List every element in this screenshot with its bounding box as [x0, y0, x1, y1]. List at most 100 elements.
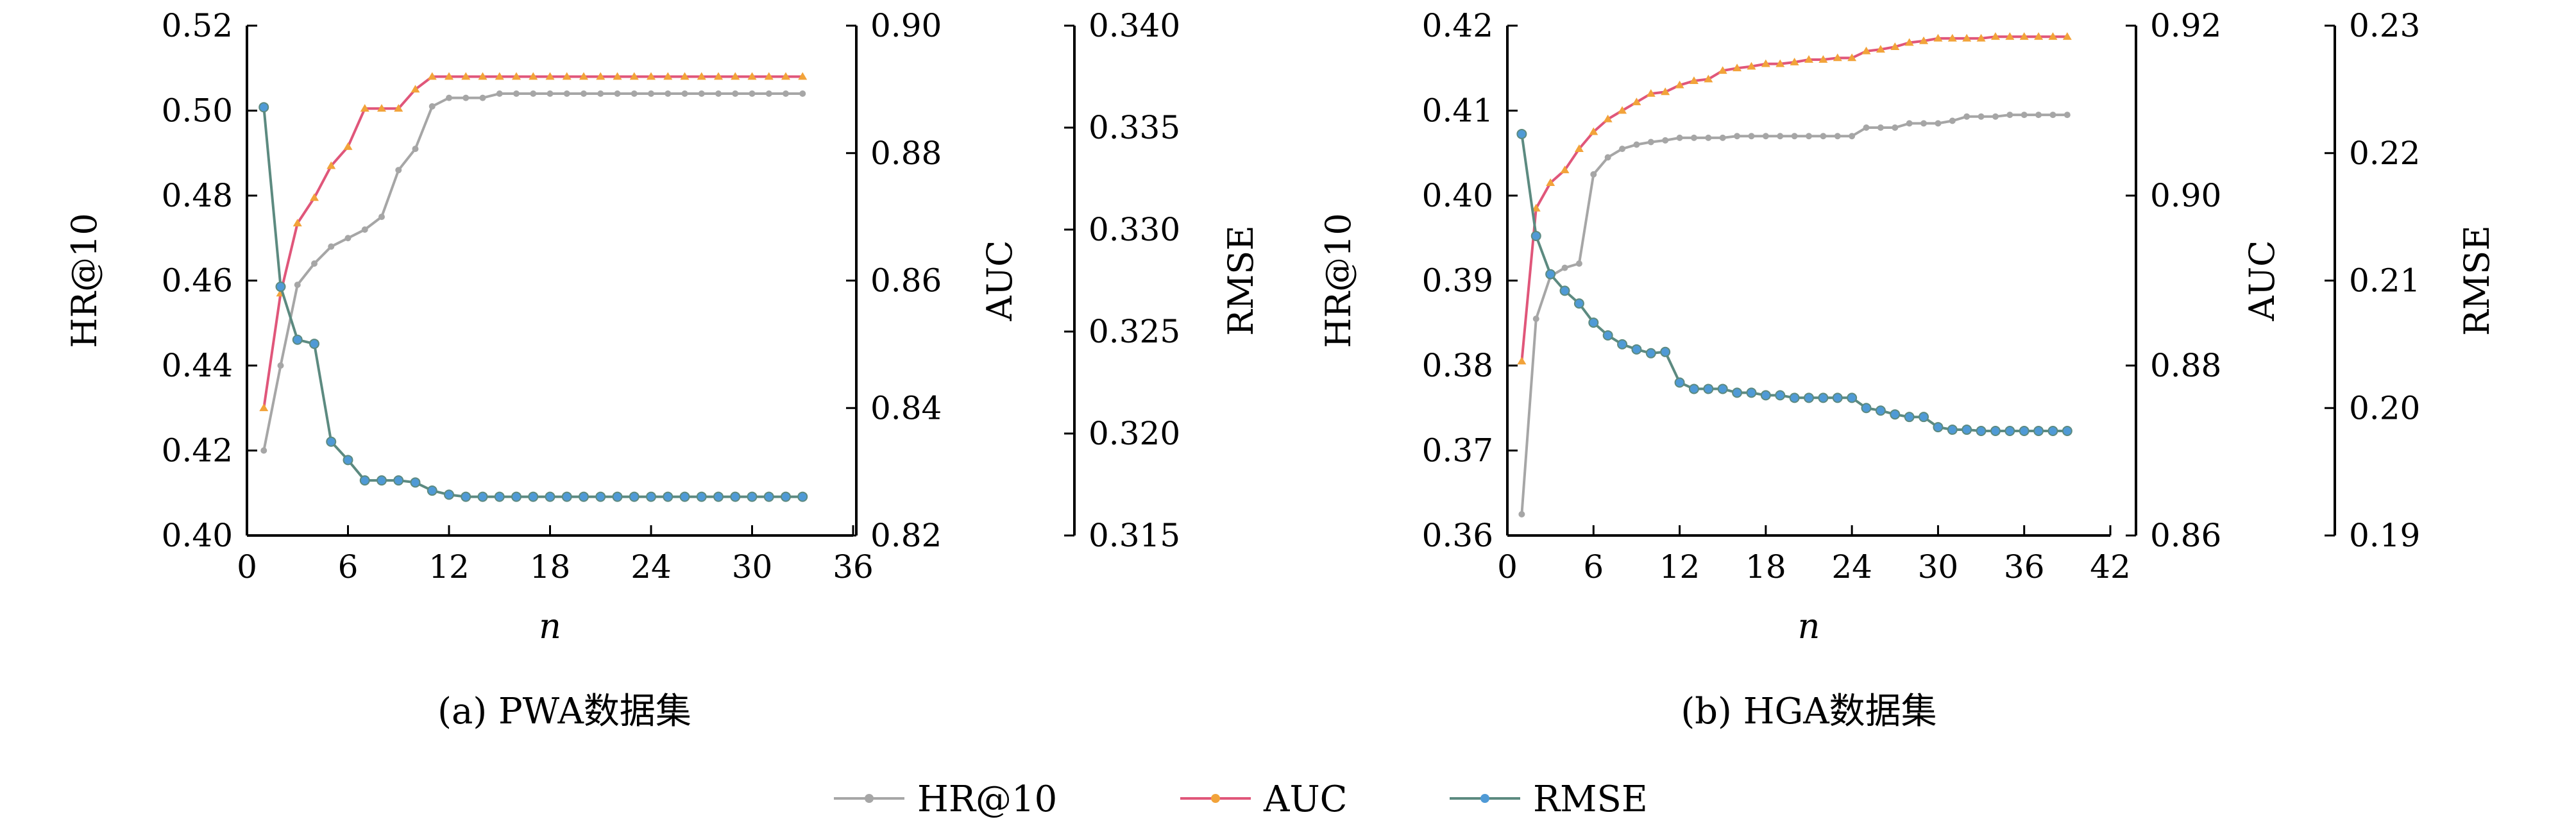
hr-point: [378, 214, 385, 221]
hr-point: [1920, 120, 1928, 127]
rmse-point: [629, 491, 640, 502]
auc-tick-label: 0.92: [2150, 7, 2221, 44]
hr-tick-label: 0.37: [1422, 432, 1493, 469]
auc-tick-label: 0.86: [2150, 517, 2221, 554]
rmse-point: [1631, 344, 1642, 355]
auc-point: [1546, 178, 1555, 187]
rmse-point: [427, 485, 437, 496]
rmse-point: [1516, 128, 1527, 139]
hr-point: [765, 90, 772, 97]
x-tick-label: 6: [338, 548, 359, 586]
auc-point: [512, 72, 521, 80]
auc-point: [1589, 127, 1598, 135]
rmse-series-line: [262, 107, 803, 498]
hr-point: [428, 103, 436, 110]
rmse-point: [1861, 403, 1872, 414]
hr-point: [614, 90, 621, 97]
rmse-point: [1775, 390, 1786, 401]
x-axis-label: n: [1798, 606, 1820, 646]
hr-point: [1906, 120, 1913, 127]
rmse-point: [612, 491, 623, 502]
auc-point: [310, 193, 319, 201]
auc-point: [495, 72, 504, 80]
hr-point: [732, 90, 739, 97]
auc-point: [1560, 165, 1570, 174]
hr-point: [1532, 316, 1539, 323]
rmse-point: [797, 491, 808, 502]
hr-point: [1619, 146, 1626, 153]
x-tick-label: 30: [1918, 548, 1959, 586]
x-tick-label: 42: [2090, 548, 2131, 586]
rmse-point: [2047, 426, 2058, 437]
auc-series-line: [262, 75, 803, 409]
auc-point: [478, 72, 487, 80]
auc-point: [764, 72, 774, 80]
auc-point: [545, 72, 555, 80]
auc-point: [1976, 33, 1986, 42]
x-tick-label: 18: [530, 548, 571, 586]
rmse-point: [1760, 390, 1771, 401]
hr-point: [1633, 141, 1640, 148]
auc-point: [1632, 97, 1641, 106]
hr-series-line: [262, 92, 803, 451]
auc-point: [2048, 32, 2058, 40]
hr-series-line: [1520, 114, 2067, 515]
auc-point: [714, 72, 723, 80]
rmse-point: [1933, 422, 1944, 433]
auc-point: [1747, 62, 1756, 70]
hr-tick-label: 0.39: [1422, 262, 1493, 299]
auc-point: [1818, 55, 1828, 63]
rmse-point: [545, 491, 555, 502]
rmse-point: [730, 491, 741, 502]
hr-point: [2035, 112, 2042, 119]
hr-point: [2021, 112, 2028, 119]
hr-tick-label: 0.40: [1422, 177, 1493, 214]
auc-point: [1618, 106, 1627, 114]
rmse-tick-label: 0.23: [2349, 7, 2420, 44]
rmse-point: [579, 491, 589, 502]
rmse-point: [696, 491, 707, 502]
auc-point: [292, 219, 302, 226]
auc-point: [1833, 53, 1842, 62]
rmse-tick-label: 0.340: [1089, 7, 1180, 44]
auc-point: [259, 403, 269, 412]
hr-point: [2049, 112, 2056, 119]
rmse-point: [1976, 426, 1987, 437]
hr-tick-label: 0.48: [162, 177, 233, 214]
x-tick-label: 24: [1831, 548, 1872, 586]
legend-marker-auc: [1211, 794, 1220, 803]
hr-point: [597, 90, 604, 97]
rmse-point: [461, 491, 471, 502]
rmse-point: [1789, 392, 1800, 403]
auc-point: [680, 72, 690, 80]
x-tick-label: 12: [1659, 548, 1700, 586]
rmse-point: [1732, 387, 1743, 398]
legend-label-hr: HR@10: [917, 779, 1057, 820]
auc-point: [731, 72, 740, 80]
hr-point: [277, 362, 284, 369]
hr-point: [665, 90, 672, 97]
auc-tick-label: 0.90: [870, 7, 942, 44]
hr-point: [1892, 124, 1899, 131]
rmse-point: [359, 475, 370, 486]
rmse-point: [1804, 392, 1814, 403]
hr-point: [698, 90, 705, 97]
rmse-point: [477, 491, 488, 502]
auc-point: [1919, 36, 1929, 44]
rmse-tick-label: 0.20: [2349, 389, 2420, 426]
hr-point: [715, 90, 722, 97]
rmse-point: [1602, 330, 1613, 341]
auc-tick-label: 0.88: [2150, 347, 2221, 384]
auc-point: [326, 161, 336, 169]
auc-point: [1962, 33, 1972, 42]
rmse-point: [1890, 409, 1901, 420]
rmse-point: [781, 491, 791, 502]
rmse-point: [1832, 392, 1843, 403]
rmse-point: [377, 475, 387, 486]
rmse-tick-label: 0.19: [2349, 517, 2420, 554]
auc-point: [781, 72, 790, 80]
auc-point: [1661, 87, 1670, 96]
rmse-point: [1904, 412, 1915, 423]
rmse-point: [292, 334, 303, 345]
rmse-point: [595, 491, 606, 502]
